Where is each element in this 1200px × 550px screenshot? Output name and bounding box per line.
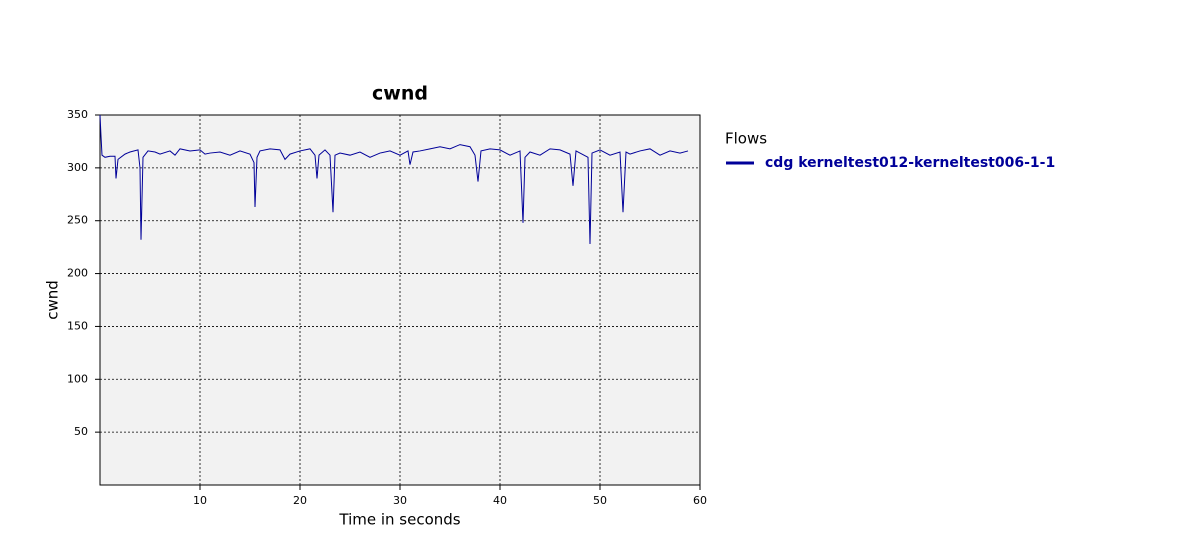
x-tick-label: 20 [293, 494, 307, 507]
x-axis-label: Time in seconds [338, 511, 460, 529]
x-tick-label: 60 [693, 494, 707, 507]
y-tick-label: 300 [67, 161, 88, 174]
chart-title: cwnd [372, 83, 428, 105]
legend-title: Flows [725, 130, 767, 148]
legend-label: cdg kerneltest012-kerneltest006-1-1 [765, 155, 1055, 171]
y-tick-label: 50 [74, 425, 88, 438]
y-tick-label: 150 [67, 319, 88, 332]
y-tick-label: 250 [67, 214, 88, 227]
x-tick-label: 10 [193, 494, 207, 507]
x-tick-label: 50 [593, 494, 607, 507]
y-tick-label: 200 [67, 267, 88, 280]
series-line [99, 114, 689, 244]
y-axis-label: cwnd [44, 280, 62, 320]
x-tick-label: 40 [493, 494, 507, 507]
y-tick-label: 100 [67, 372, 88, 385]
y-tick-label: 350 [67, 108, 88, 121]
x-tick-label: 30 [393, 494, 407, 507]
